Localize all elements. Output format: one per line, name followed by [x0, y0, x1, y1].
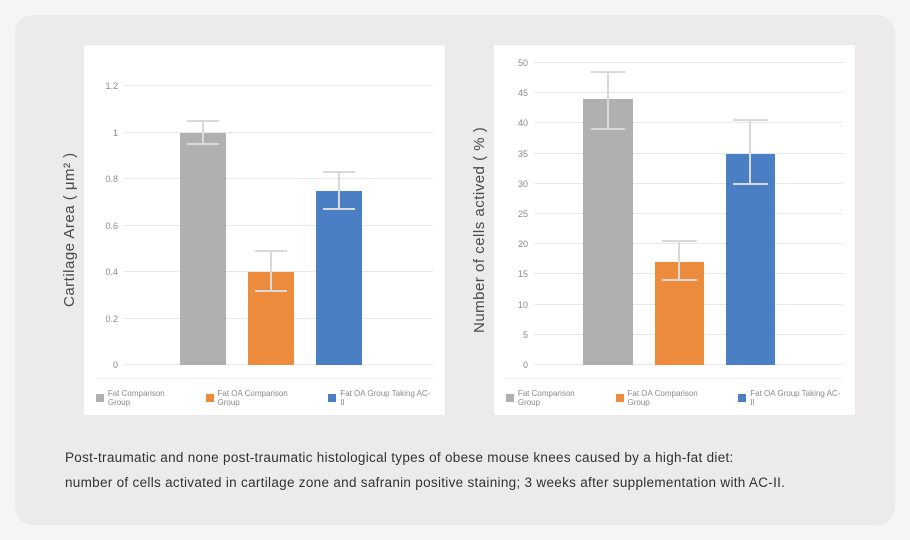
ytick-label: 15 [518, 269, 528, 279]
grid-line [124, 132, 433, 133]
chart-right-legend: Fat Comparison Group Fat OA Comparison Gr… [506, 378, 843, 407]
caption-line-2: number of cells activated in cartilage z… [65, 475, 785, 490]
chart-right-plot [534, 63, 843, 365]
error-cap [733, 183, 768, 185]
ytick-label: 50 [518, 58, 528, 68]
ytick-label: 0.2 [105, 314, 118, 324]
chart-left-ylabel: Cartilage Area ( μm² ) [55, 45, 84, 415]
legend-swatch [328, 394, 336, 402]
legend-item: Fat OA Comparison Group [206, 389, 311, 407]
error-cap [255, 290, 287, 292]
error-bar [678, 241, 680, 280]
ytick-label: 40 [518, 118, 528, 128]
legend-label: Fat OA Group Taking AC-II [750, 389, 843, 407]
caption-line-1: Post-traumatic and none post-traumatic h… [65, 450, 734, 465]
legend-item: Fat OA Group Taking AC-II [328, 389, 433, 407]
chart-right-box: 0 5 10 15 20 25 30 35 40 45 50 Fat Comparison Grou… [494, 45, 855, 415]
ytick-label: 10 [518, 300, 528, 310]
legend-label: Fat Comparison Group [518, 389, 598, 407]
figure-caption: Post-traumatic and none post-traumatic h… [65, 446, 845, 495]
grid-line [534, 92, 843, 93]
legend-label: Fat Comparison Group [108, 389, 188, 407]
legend-item: Fat OA Comparison Group [616, 389, 721, 407]
ytick-label: 0 [523, 360, 528, 370]
error-bar [270, 251, 272, 290]
grid-line [534, 153, 843, 154]
ytick-label: 0.4 [105, 267, 118, 277]
grid-line [124, 225, 433, 226]
legend-label: Fat OA Comparison Group [218, 389, 311, 407]
legend-swatch [616, 394, 624, 402]
error-cap [187, 143, 219, 145]
legend-swatch [206, 394, 214, 402]
grid-line [124, 178, 433, 179]
grid-line [534, 213, 843, 214]
ytick-label: 5 [523, 330, 528, 340]
ytick-label: 1.2 [105, 81, 118, 91]
chart-left-box: 00.20.40.60.811.2 Fat Comparison GroupFa… [84, 45, 445, 415]
chart-left-slot: Cartilage Area ( μm² ) 0 0.2 0.4 0.6 0.8 1 1.2… [55, 45, 445, 415]
legend-item: Fat OA Group Taking AC-II [738, 389, 843, 407]
bar [316, 191, 362, 365]
ytick-label: 1 [113, 128, 118, 138]
error-bar [202, 121, 204, 144]
grid-line [534, 122, 843, 123]
ytick-label: 30 [518, 179, 528, 189]
ytick-label: 25 [518, 209, 528, 219]
error-bar [607, 72, 609, 129]
bar [726, 154, 775, 365]
ytick-label: 35 [518, 149, 528, 159]
figure-panel: Cartilage Area ( μm² ) 0 0.2 0.4 0.6 0.8 1 1.2… [15, 15, 895, 525]
grid-line [534, 183, 843, 184]
legend-label: Fat OA Group Taking AC-II [340, 389, 433, 407]
bar [180, 133, 226, 365]
ytick-label: 45 [518, 88, 528, 98]
chart-left-yaxis: 00.20.40.60.811.2 [84, 63, 124, 365]
ytick-label: 0.6 [105, 221, 118, 231]
charts-row: Cartilage Area ( μm² ) 0 0.2 0.4 0.6 0.8 1 1.2… [15, 15, 895, 415]
grid-line [534, 62, 843, 63]
ytick-label: 0 [113, 360, 118, 370]
grid-line [124, 85, 433, 86]
error-cap [187, 120, 219, 122]
error-cap [255, 250, 287, 252]
legend-item: Fat Comparison Group [506, 389, 598, 407]
chart-right-ylabel: Number of cells actived ( % ) [465, 45, 494, 415]
error-cap [591, 71, 626, 73]
legend-swatch [738, 394, 746, 402]
error-cap [323, 171, 355, 173]
error-cap [323, 208, 355, 210]
chart-left-plot [124, 63, 433, 365]
legend-label: Fat OA Comparison Group [628, 389, 721, 407]
error-cap [662, 240, 697, 242]
grid-line [534, 243, 843, 244]
chart-right-slot: Number of cells actived ( % ) 0 5 10 15 20 25… [465, 45, 855, 415]
error-cap [733, 119, 768, 121]
legend-item: Fat Comparison Group [96, 389, 188, 407]
error-cap [662, 279, 697, 281]
chart-left-legend: Fat Comparison Group Fat OA Comparison Gr… [96, 378, 433, 407]
error-bar [749, 120, 751, 183]
error-cap [591, 128, 626, 130]
legend-swatch [506, 394, 514, 402]
legend-swatch [96, 394, 104, 402]
error-bar [338, 172, 340, 209]
bar [583, 99, 632, 365]
chart-right-yaxis: 05101520253035404550 [494, 63, 534, 365]
ytick-label: 20 [518, 239, 528, 249]
ytick-label: 0.8 [105, 174, 118, 184]
